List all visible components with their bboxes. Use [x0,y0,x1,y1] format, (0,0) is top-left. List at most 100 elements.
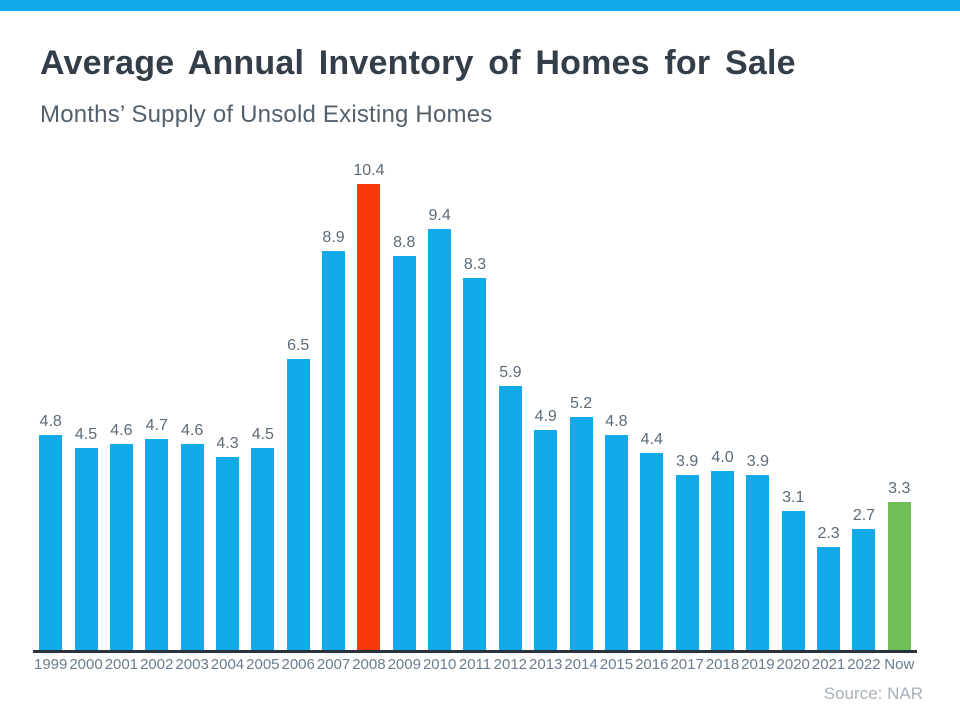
chart-title: Average Annual Inventory of Homes for Sa… [40,44,796,82]
bar-slot-2018: 4.0 [705,150,740,650]
bar-2018 [711,471,734,650]
bar-value-label-2002: 4.7 [145,417,168,434]
bar-slot-2003: 4.6 [174,150,209,650]
bar-value-label-now: 3.3 [888,480,911,497]
bar-value-label-2007: 8.9 [322,229,345,246]
bar-slot-2017: 3.9 [669,150,704,650]
x-tick-2019: 2019 [741,656,775,673]
x-tick-2005: 2005 [246,656,280,673]
bar-2001 [109,444,133,650]
bar-slot-2016: 4.4 [634,150,669,650]
bar-value-label-2004: 4.3 [216,435,239,452]
bar-slot-2021: 2.3 [811,150,846,650]
bar-2015 [604,435,628,650]
bar-2007 [322,251,346,650]
bar-2017 [675,475,699,650]
x-tick-2001: 2001 [104,656,139,673]
bar-value-label-2021: 2.3 [817,525,840,542]
bar-2002 [145,439,169,650]
x-axis-tick-labels: 1999 2000 2001 2002 2003 2004 2005 2006 2007 2008… [33,656,917,674]
chart-subtitle: Months’ Supply of Unsold Existing Homes [40,101,493,128]
bar-value-label-2022: 2.7 [852,507,876,524]
x-tick-2013: 2013 [529,656,563,673]
bar-value-label-2005: 4.5 [251,426,274,443]
bar-slot-2000: 4.5 [68,150,103,650]
x-tick-2002: 2002 [140,656,174,673]
bar-2008 [357,184,381,650]
bar-value-label-2000: 4.5 [74,426,98,443]
x-tick-2021: 2021 [811,656,846,673]
bar-value-label-2009: 8.8 [393,234,416,251]
x-tick-2014: 2014 [564,656,598,673]
bar-value-label-1999: 4.8 [39,413,62,430]
bar-slot-2010: 9.4 [422,150,457,650]
x-tick-now: Now [884,656,915,673]
bar-slot-2006: 6.5 [281,150,316,650]
bar-2022 [852,529,876,650]
bar-2009 [392,256,416,650]
bar-2013 [534,430,558,650]
bar-value-label-2015: 4.8 [605,413,628,430]
bar-slot-2013: 4.9 [528,150,563,650]
top-accent-bar [0,0,960,11]
bar-value-label-2018: 4.0 [711,449,734,466]
bar-slot-2015: 4.8 [599,150,634,650]
bar-slot-2011: 8.3 [457,150,492,650]
bar-value-label-2014: 5.2 [569,395,593,412]
bar-slot-2007: 8.9 [316,150,351,650]
bar-2012 [498,386,522,650]
bar-value-label-2012: 5.9 [499,364,522,381]
source-note: Source: NAR [823,684,923,703]
x-tick-2009: 2009 [387,656,421,673]
bar-slot-2014: 5.2 [563,150,598,650]
x-tick-2015: 2015 [599,656,634,673]
bar-slot-2019: 3.9 [740,150,775,650]
bar-slot-2005: 4.5 [245,150,280,650]
bar-slot-2008: 10.4 [351,150,386,650]
bar-slot-1999: 4.8 [33,150,68,650]
bar-slot-2004: 4.3 [210,150,245,650]
x-tick-2011: 2011 [458,656,492,673]
bar-slot-now: 3.3 [882,150,917,650]
bar-value-label-2010: 9.4 [428,207,451,224]
bar-2019 [746,475,770,650]
bar-now [887,502,911,650]
x-tick-2003: 2003 [175,656,209,673]
bar-2006 [286,359,310,650]
bar-2004 [215,457,239,650]
bar-2014 [569,417,593,650]
bar-2016 [640,453,664,650]
bar-2003 [180,444,204,650]
bar-chart-plot: 4.8 4.5 4.6 4.7 4.6 4.3 4.5 6.5 8.9 10.4 8.8 9.4 8.3… [33,150,917,650]
bar-slot-2001: 4.6 [104,150,139,650]
x-tick-2000: 2000 [69,656,103,673]
bar-2000 [74,448,98,650]
bar-value-label-2001: 4.6 [110,422,133,439]
bar-1999 [39,435,63,650]
bar-2021 [817,547,841,650]
x-tick-1999: 1999 [33,656,68,673]
x-tick-2004: 2004 [210,656,245,673]
bar-value-label-2020: 3.1 [782,489,805,506]
bar-slot-2020: 3.1 [776,150,811,650]
x-tick-2016: 2016 [635,656,669,673]
bar-value-label-2016: 4.4 [640,431,663,448]
x-tick-2012: 2012 [493,656,528,673]
x-tick-2017: 2017 [670,656,704,673]
bar-2020 [781,511,805,650]
x-tick-2006: 2006 [281,656,315,673]
x-tick-2020: 2020 [776,656,810,673]
bar-value-label-2011: 8.3 [463,256,487,273]
x-tick-2008: 2008 [352,656,386,673]
bar-slot-2002: 4.7 [139,150,174,650]
bar-value-label-2003: 4.6 [180,422,204,439]
bar-value-label-2006: 6.5 [287,337,310,354]
x-tick-2010: 2010 [422,656,457,673]
bar-value-label-2019: 3.9 [746,453,769,470]
x-tick-2022: 2022 [847,656,881,673]
bar-slot-2009: 8.8 [387,150,422,650]
bar-slot-2022: 2.7 [846,150,881,650]
bar-value-label-2008: 10.4 [353,162,385,179]
x-tick-2007: 2007 [316,656,351,673]
